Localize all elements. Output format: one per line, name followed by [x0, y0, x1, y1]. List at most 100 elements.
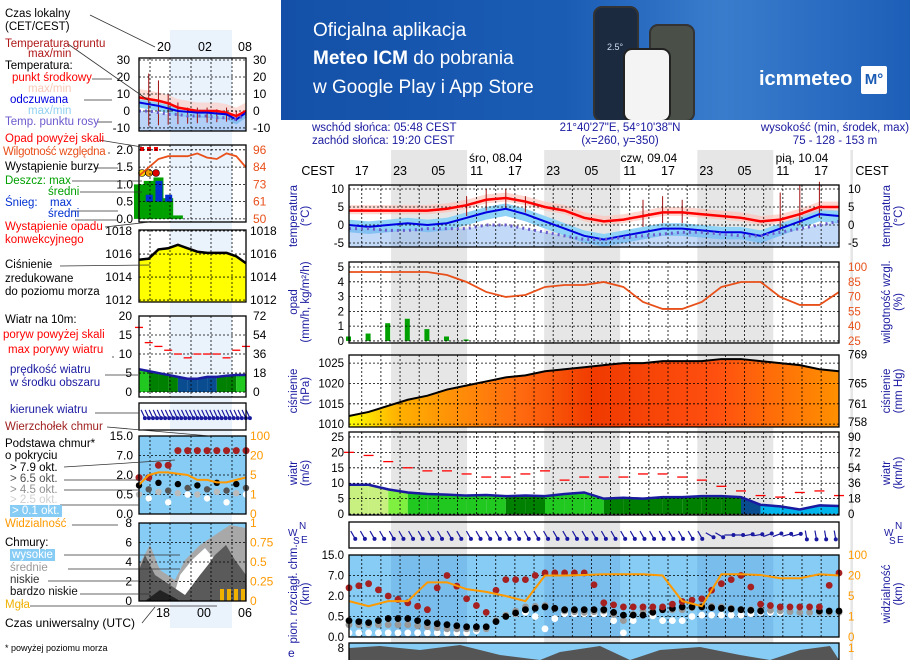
mini-wind-arrow-head [247, 416, 252, 421]
hour-label: 23 [393, 164, 407, 178]
cloud-dot-base_gray [786, 608, 794, 616]
visibility-tick: 100 [848, 550, 867, 562]
cloud-dot-cloud_top [786, 603, 794, 611]
visibility-line [348, 573, 840, 608]
cloud-dot-base_black [718, 604, 725, 612]
legend-local-time: Czas lokalny [5, 8, 71, 20]
cloud-dot-base_black [757, 607, 764, 615]
cloud-dot-base_gray [806, 609, 813, 616]
cloud-dot-base_black [375, 617, 382, 624]
mini-cover-frac-tick: 0.25 [250, 575, 274, 589]
cloud-dot-base_gray [414, 622, 421, 630]
app-promo-banner[interactable]: Oficjalna aplikacja Meteo ICM do pobrani… [281, 0, 910, 120]
coordinates: 21°40'27"E, 54°10'38"N [559, 122, 681, 134]
legend-gust-over: poryw powyżej skali [3, 329, 105, 341]
mini-temp-line [138, 96, 247, 118]
mini-cloud-base-dot [184, 491, 191, 498]
wind-arrow-head [440, 536, 445, 541]
legend-leader-line [59, 264, 151, 267]
mini-cloud-base-dot [213, 488, 221, 496]
legend-visibility: Widzialność [5, 518, 67, 530]
cloud-dot-base_white [384, 629, 392, 637]
cloud-dot-cloud_top [639, 603, 647, 611]
wind-speed-fill [447, 494, 467, 515]
legend-felt: odczuwana [10, 94, 69, 106]
mini-cloud-frame [138, 435, 247, 515]
wind-arrow-head [814, 537, 819, 542]
mini-wind-arrow-head [227, 416, 232, 421]
night-band [850, 150, 853, 660]
mini-pressure-tick: 1018 [105, 224, 132, 238]
mini-cover-frac-tick: 0 [250, 594, 257, 608]
wind-speed-fill [643, 497, 663, 515]
mini-cover-tick: 4 [125, 555, 132, 569]
wind-arrow-head [833, 537, 838, 542]
cloud-dot-cloud_top [512, 576, 519, 583]
mini-pressure-tick: 1014 [105, 270, 132, 284]
mini-cover-tick: 2 [125, 575, 132, 589]
legend-wind-speed-2: w środku obszaru [10, 377, 101, 389]
wind-arrow-head [824, 537, 829, 542]
precip-bar [385, 323, 391, 341]
axis-title-pressure-right: ciśnienie (mm Hg) [881, 368, 905, 414]
wind-arrow-head [411, 536, 416, 541]
mini-cloud-top-dot [223, 447, 231, 455]
wind-tick: 25 [331, 432, 344, 444]
precip-tick: 4 [338, 277, 345, 289]
mini-cloud-base-dot [203, 495, 211, 502]
cloud-dot-base_gray [767, 606, 774, 614]
legend-okt-65: > 6.5 okt. [10, 473, 58, 485]
legend-convective-2: konwekcyjnego [5, 234, 84, 246]
wind-arrow-head [603, 536, 608, 541]
visibility-tick: 5 [848, 591, 854, 603]
dew-point-line [349, 219, 840, 241]
mini-wind-tick: 20 [119, 309, 133, 323]
mini-storm-dot [145, 169, 153, 177]
cloud-dot-base_white [718, 611, 725, 619]
legend-ground-temp-maxmin: max/min [28, 48, 72, 60]
wind-speed-fill [721, 496, 741, 515]
mini-visibility-tick: 1 [250, 488, 257, 502]
wind-arrow-head [420, 536, 425, 541]
cloud-dot-base_black [639, 611, 647, 619]
cloud-dot-base_black [512, 609, 519, 617]
mini-visibility-line [138, 471, 247, 486]
humidity-line [349, 271, 840, 310]
mini-temp-tick: 20 [117, 70, 131, 84]
wind-kmh-tick: 72 [848, 447, 861, 459]
mini-cloud-base-dot [164, 487, 172, 494]
wind-arrow-head [779, 531, 784, 536]
mini-cloud-top-dot [184, 447, 192, 455]
mini-snow-bar [145, 194, 153, 202]
wind-arrow-head [721, 535, 726, 540]
mini-cover-very-low [145, 590, 180, 601]
felt-temp-line [348, 207, 840, 241]
hour-label: 23 [699, 164, 713, 178]
mini-wind-arrow-head [179, 416, 184, 421]
mini-visibility-tick: 20 [250, 449, 264, 463]
mini-cloud-base-dot [164, 499, 172, 506]
cloud-dot-base_white [698, 611, 706, 619]
pressure-mmhg-tick: 765 [848, 378, 867, 390]
wind-arrow-head [507, 536, 512, 541]
wind-arrow-head [536, 536, 541, 541]
visibility-tick: 1 [848, 612, 854, 624]
precip-bar [424, 329, 430, 341]
wind-speed-fill [819, 505, 839, 515]
legend-leader-line [104, 221, 151, 228]
cloud-dot-cloud_top [522, 576, 529, 583]
cloud-dot-base_black [404, 615, 412, 622]
mini-cloud-tick: 2.0 [116, 468, 133, 482]
mini-pressure-frame [138, 229, 247, 303]
legend-clouds-very-low: bardzo niskie [10, 586, 78, 598]
precip-bar [404, 318, 410, 341]
legend-pressure-1: Ciśnienie [5, 259, 53, 271]
cloud-dot-base_white [394, 629, 402, 637]
mini-storm-dot [152, 169, 160, 177]
wind-arrow-head [430, 536, 435, 541]
wind-arrow-head [362, 536, 367, 541]
cloud-tick: 0.0 [328, 632, 344, 644]
cloud-dot-base_white [708, 611, 715, 619]
temp-tick-right: 10 [848, 184, 861, 196]
